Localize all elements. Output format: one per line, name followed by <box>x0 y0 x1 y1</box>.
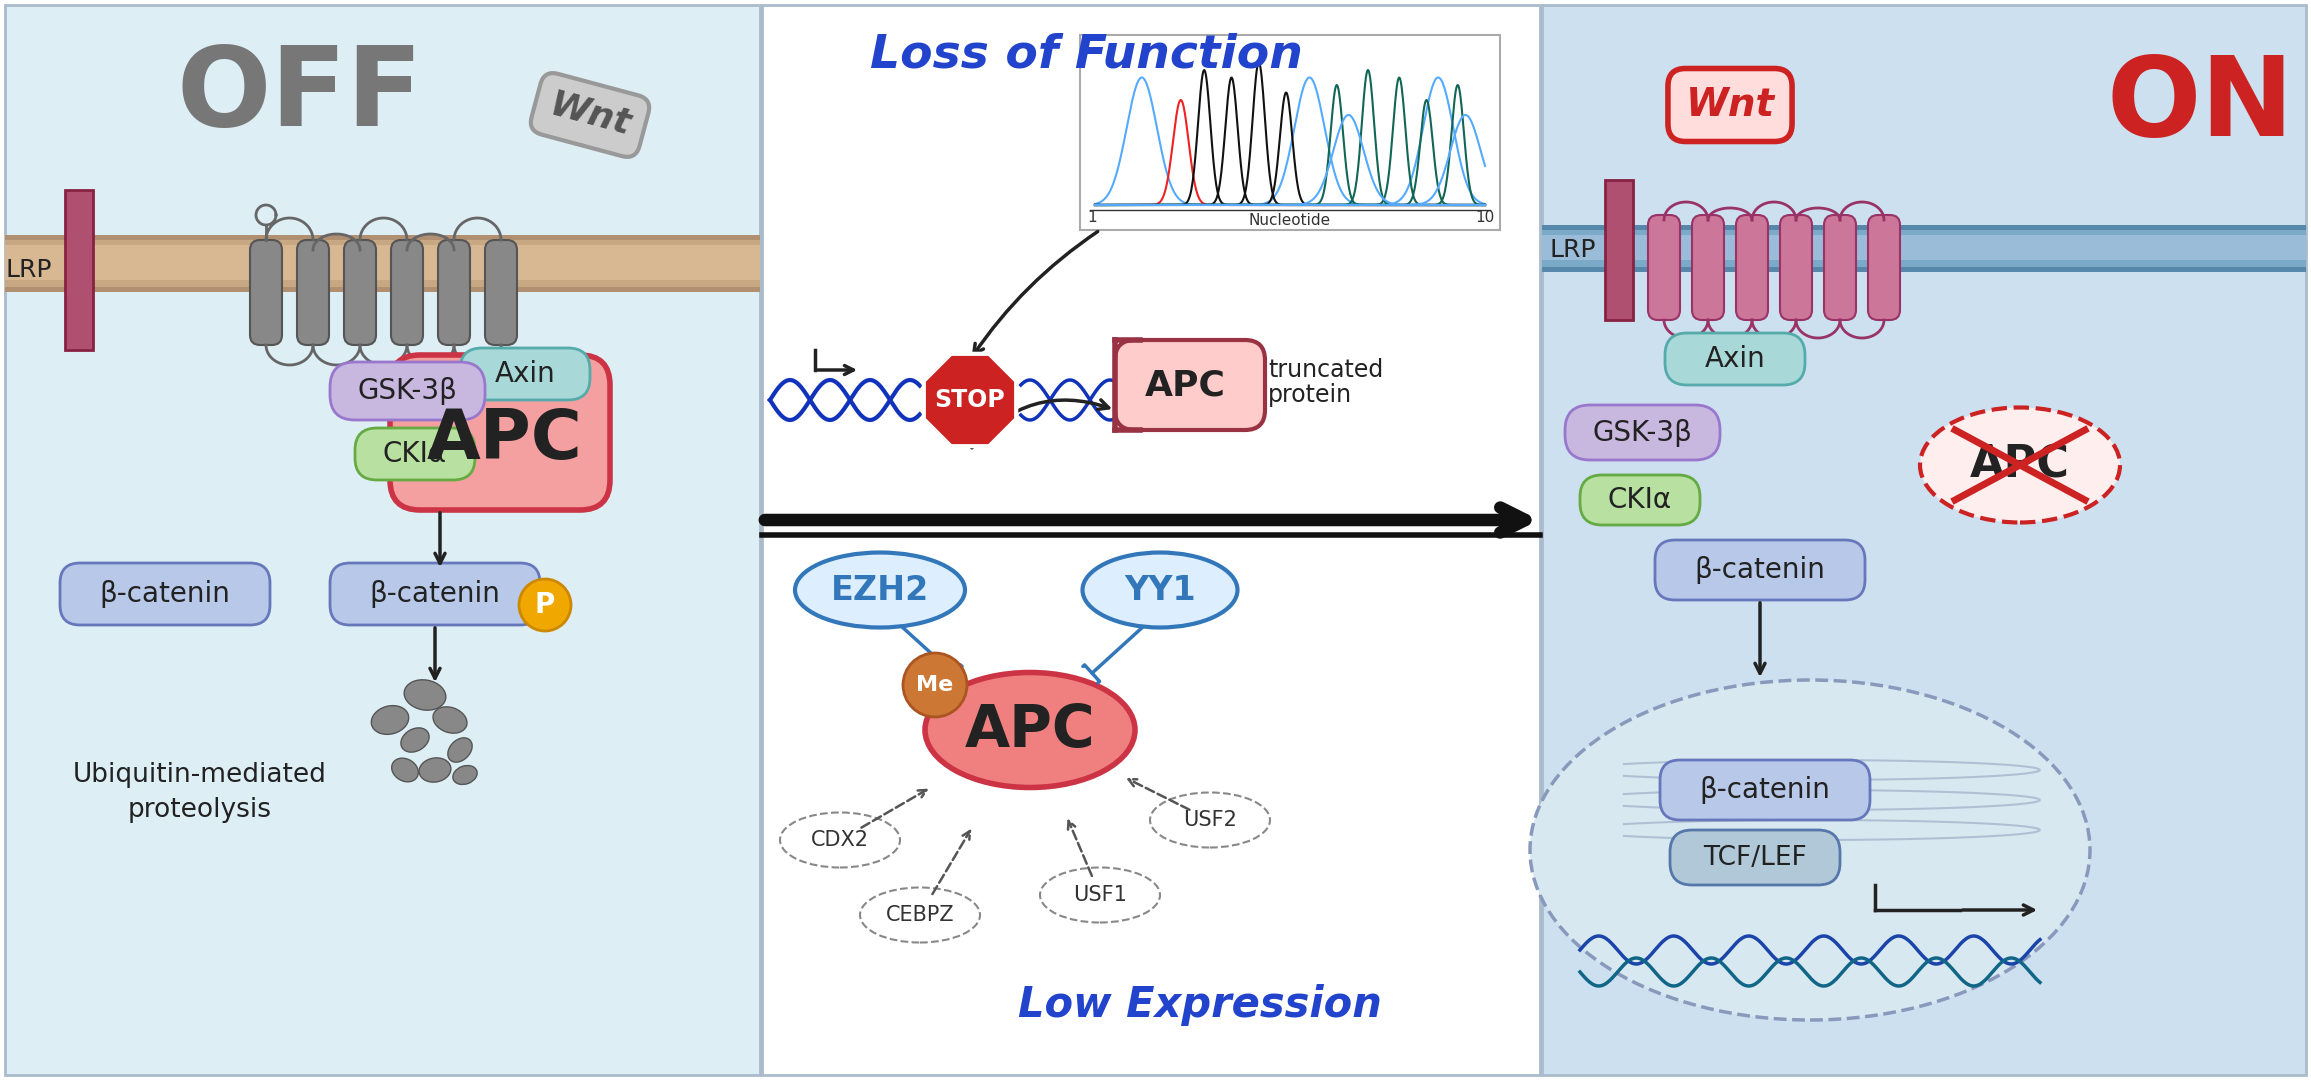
Bar <box>763 5 1539 1075</box>
Text: Low Expression: Low Expression <box>1019 984 1382 1026</box>
Bar <box>1541 5 2306 1075</box>
Text: Wnt: Wnt <box>545 87 636 143</box>
Circle shape <box>520 579 571 631</box>
FancyBboxPatch shape <box>460 348 589 400</box>
Text: Axin: Axin <box>495 360 555 388</box>
Text: YY1: YY1 <box>1123 573 1195 607</box>
Text: CEBPZ: CEBPZ <box>885 905 954 924</box>
Text: Wnt: Wnt <box>1685 86 1775 124</box>
Text: CDX2: CDX2 <box>811 831 869 850</box>
FancyBboxPatch shape <box>1664 333 1805 384</box>
Text: P: P <box>534 591 555 619</box>
FancyBboxPatch shape <box>1114 340 1264 430</box>
FancyBboxPatch shape <box>344 240 377 345</box>
Bar <box>5 5 760 1075</box>
FancyBboxPatch shape <box>330 563 541 625</box>
FancyBboxPatch shape <box>1823 215 1856 320</box>
FancyBboxPatch shape <box>298 240 328 345</box>
Text: β-catenin: β-catenin <box>1694 556 1826 584</box>
Text: EZH2: EZH2 <box>832 573 929 607</box>
Bar <box>1606 180 1634 320</box>
FancyBboxPatch shape <box>1655 540 1865 600</box>
Ellipse shape <box>1530 680 2089 1020</box>
FancyBboxPatch shape <box>250 240 282 345</box>
FancyBboxPatch shape <box>1565 405 1719 460</box>
Ellipse shape <box>924 673 1135 787</box>
Bar <box>5 235 760 291</box>
FancyBboxPatch shape <box>1867 215 1900 320</box>
Text: TCF/LEF: TCF/LEF <box>1703 845 1807 870</box>
Text: Me: Me <box>917 675 954 696</box>
Text: β-catenin: β-catenin <box>370 580 501 608</box>
Text: USF2: USF2 <box>1183 810 1236 831</box>
Text: APC: APC <box>964 702 1095 758</box>
Text: ON: ON <box>2105 52 2295 159</box>
Bar <box>65 190 92 350</box>
Text: APC: APC <box>1144 368 1225 402</box>
Text: CKIα: CKIα <box>384 440 446 468</box>
FancyBboxPatch shape <box>485 240 518 345</box>
Bar <box>1541 267 2306 272</box>
FancyBboxPatch shape <box>1736 215 1768 320</box>
Text: GSK-3β: GSK-3β <box>1592 419 1692 447</box>
Polygon shape <box>924 354 1017 446</box>
FancyBboxPatch shape <box>391 240 423 345</box>
FancyBboxPatch shape <box>1671 831 1840 885</box>
Text: protein: protein <box>1269 383 1352 407</box>
Text: Ubiquitin-mediated: Ubiquitin-mediated <box>74 762 326 788</box>
Text: CKIα: CKIα <box>1608 486 1673 514</box>
Ellipse shape <box>400 728 430 752</box>
Ellipse shape <box>795 553 966 627</box>
Bar <box>5 287 760 292</box>
Bar <box>1541 225 2306 270</box>
Ellipse shape <box>432 706 467 733</box>
Text: Axin: Axin <box>1706 345 1766 373</box>
Text: Loss of Function: Loss of Function <box>869 32 1303 78</box>
Text: APC: APC <box>1969 444 2071 486</box>
Text: truncated: truncated <box>1269 357 1384 382</box>
Text: β-catenin: β-catenin <box>1699 777 1830 804</box>
Bar <box>1541 235 2306 260</box>
Ellipse shape <box>453 766 476 784</box>
Ellipse shape <box>372 705 409 734</box>
Text: LRP: LRP <box>1548 238 1597 262</box>
Text: Nucleotide: Nucleotide <box>1248 213 1331 228</box>
Text: USF1: USF1 <box>1072 885 1128 905</box>
Ellipse shape <box>1082 553 1236 627</box>
Ellipse shape <box>1920 407 2119 523</box>
FancyBboxPatch shape <box>391 355 610 510</box>
FancyBboxPatch shape <box>330 362 485 420</box>
Bar <box>5 235 760 240</box>
Bar <box>5 245 760 280</box>
FancyBboxPatch shape <box>1648 215 1680 320</box>
Text: β-catenin: β-catenin <box>99 580 231 608</box>
FancyBboxPatch shape <box>1581 475 1701 525</box>
Text: GSK-3β: GSK-3β <box>358 377 458 405</box>
Circle shape <box>904 653 966 717</box>
Text: 10: 10 <box>1474 210 1495 225</box>
Ellipse shape <box>418 758 451 782</box>
Text: 1: 1 <box>1086 210 1098 225</box>
Ellipse shape <box>448 738 471 762</box>
FancyBboxPatch shape <box>439 240 469 345</box>
Text: proteolysis: proteolysis <box>127 797 273 823</box>
Text: STOP: STOP <box>934 388 1005 411</box>
FancyBboxPatch shape <box>1692 215 1724 320</box>
Text: OFF: OFF <box>176 41 423 148</box>
FancyBboxPatch shape <box>1779 215 1812 320</box>
Text: APC: APC <box>428 406 582 473</box>
Text: LRP: LRP <box>5 258 53 282</box>
Ellipse shape <box>391 758 418 782</box>
FancyBboxPatch shape <box>356 428 476 480</box>
FancyBboxPatch shape <box>60 563 270 625</box>
Ellipse shape <box>404 679 446 711</box>
Bar <box>1541 225 2306 230</box>
FancyBboxPatch shape <box>1659 760 1870 820</box>
Bar <box>1079 35 1500 230</box>
